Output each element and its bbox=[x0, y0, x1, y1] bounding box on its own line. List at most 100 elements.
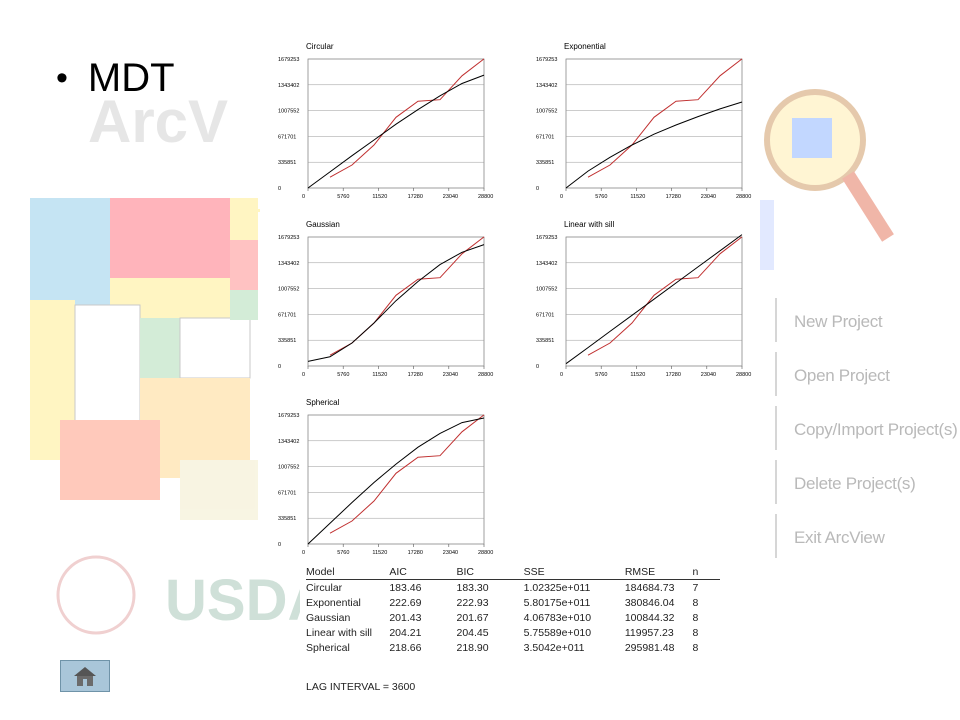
x-tick-label: 0 bbox=[560, 194, 563, 200]
table-cell: 4.06783e+010 bbox=[523, 611, 592, 624]
table-cell: 380846.04 bbox=[624, 596, 675, 609]
panel-linear-with-sill: Linear with sill 0 335851 671701 1007552 1343… bbox=[516, 212, 756, 387]
x-tick-label: 5760 bbox=[337, 550, 349, 556]
y-tick-label: 1679253 bbox=[278, 235, 299, 241]
y-tick-label: 1343402 bbox=[278, 83, 299, 89]
plot-frame bbox=[565, 236, 743, 367]
table-cell: 8 bbox=[692, 641, 699, 654]
x-tick-label: 0 bbox=[302, 550, 305, 556]
table-cell: 222.93 bbox=[456, 596, 489, 609]
seal-logo bbox=[56, 555, 136, 635]
y-tick-label: 0 bbox=[278, 364, 281, 370]
table-cell: 1.02325e+011 bbox=[523, 581, 591, 594]
bullet-point: • MDT bbox=[56, 56, 175, 101]
table-header-row: Model AIC BIC SSE RMSE n bbox=[306, 565, 720, 580]
x-tick-label: 5760 bbox=[337, 194, 349, 200]
y-tick-label: 335851 bbox=[278, 160, 296, 166]
table-cell: 7 bbox=[692, 581, 699, 594]
table-cell: 295981.48 bbox=[624, 641, 675, 654]
model-fit-line bbox=[565, 101, 743, 189]
x-tick-label: 23040 bbox=[701, 372, 716, 378]
empirical-semivariogram-line bbox=[329, 414, 485, 534]
panel-exponential: Exponential 0 335851 671701 1007552 1343402 16… bbox=[516, 34, 756, 209]
y-tick-label: 1343402 bbox=[536, 261, 557, 267]
table-cell: Spherical bbox=[306, 641, 350, 654]
variogram-chart: Spherical 0 335851 671701 1007552 1343402 1679… bbox=[278, 398, 493, 556]
menu-delete-project: Delete Project(s) bbox=[794, 474, 916, 493]
y-tick-label: 1007552 bbox=[278, 109, 299, 115]
bullet-dot-icon: • bbox=[56, 59, 68, 97]
chart-title: Circular bbox=[306, 42, 334, 51]
panel-circular: Circular 0 335851 671701 1007552 1343402 16792… bbox=[258, 34, 498, 209]
y-tick-label: 0 bbox=[536, 186, 539, 192]
chart-title: Exponential bbox=[564, 42, 606, 51]
table-cell: 218.66 bbox=[389, 641, 422, 654]
y-tick-label: 671701 bbox=[278, 312, 296, 318]
table-cell: 204.21 bbox=[389, 626, 422, 639]
y-tick-label: 1007552 bbox=[536, 109, 557, 115]
x-tick-label: 23040 bbox=[443, 372, 458, 378]
x-tick-label: 0 bbox=[560, 372, 563, 378]
x-tick-label: 5760 bbox=[595, 194, 607, 200]
x-tick-label: 11520 bbox=[630, 194, 645, 200]
x-tick-label: 17280 bbox=[408, 372, 423, 378]
table-cell: 184684.73 bbox=[624, 581, 675, 594]
model-fit-line bbox=[307, 74, 485, 189]
y-tick-label: 335851 bbox=[278, 516, 296, 522]
table-cell: 100844.32 bbox=[624, 611, 675, 624]
table-row: Linear with sill 204.21 204.45 5.75589e+010… bbox=[306, 625, 720, 640]
y-tick-label: 1343402 bbox=[278, 261, 299, 267]
empirical-semivariogram-line bbox=[587, 58, 743, 178]
column-header: Model bbox=[306, 565, 390, 580]
table-cell: Circular bbox=[306, 581, 343, 594]
y-tick-label: 1679253 bbox=[536, 235, 557, 241]
y-tick-label: 1679253 bbox=[278, 413, 299, 419]
menu-open-project: Open Project bbox=[794, 366, 890, 385]
y-tick-label: 1343402 bbox=[536, 83, 557, 89]
magnifier-graphic bbox=[764, 89, 894, 242]
column-header: SSE bbox=[523, 565, 625, 580]
y-tick-label: 671701 bbox=[536, 312, 554, 318]
home-button[interactable] bbox=[60, 660, 110, 692]
column-header: n bbox=[692, 565, 720, 580]
table-cell: 5.75589e+010 bbox=[523, 626, 592, 639]
table-cell: 183.30 bbox=[456, 581, 489, 594]
x-tick-label: 23040 bbox=[443, 550, 458, 556]
model-fit-line bbox=[565, 234, 743, 365]
y-tick-label: 335851 bbox=[536, 338, 554, 344]
x-tick-label: 11520 bbox=[630, 372, 645, 378]
chart-title: Gaussian bbox=[306, 220, 340, 229]
table-cell: 8 bbox=[692, 626, 699, 639]
menu-separator bbox=[775, 406, 777, 450]
empirical-semivariogram-line bbox=[329, 236, 485, 356]
menu-separator bbox=[775, 514, 777, 558]
table-row: Spherical 218.66 218.90 3.5042e+011 295981.4… bbox=[306, 640, 720, 655]
menu-separator bbox=[775, 352, 777, 396]
table-cell: 3.5042e+011 bbox=[523, 641, 585, 654]
panel-spherical: Spherical 0 335851 671701 1007552 1343402 1679… bbox=[258, 390, 498, 565]
variogram-chart: Exponential 0 335851 671701 1007552 1343402 16… bbox=[536, 42, 751, 200]
x-tick-label: 28800 bbox=[478, 372, 493, 378]
x-tick-label: 23040 bbox=[701, 194, 716, 200]
x-tick-label: 11520 bbox=[372, 550, 387, 556]
menu-copy-import-project: Copy/Import Project(s) bbox=[794, 420, 958, 439]
x-tick-label: 17280 bbox=[408, 550, 423, 556]
chart-title: Spherical bbox=[306, 398, 340, 407]
y-tick-label: 671701 bbox=[278, 490, 296, 496]
y-tick-label: 0 bbox=[278, 186, 281, 192]
x-tick-label: 0 bbox=[302, 194, 305, 200]
lag-interval-note: LAG INTERVAL = 3600 bbox=[306, 681, 416, 693]
y-tick-label: 335851 bbox=[278, 338, 296, 344]
column-header: BIC bbox=[456, 565, 524, 580]
bullet-text: MDT bbox=[87, 56, 175, 100]
variogram-chart: Gaussian 0 335851 671701 1007552 1343402 16792… bbox=[278, 220, 493, 378]
table-cell: 204.45 bbox=[456, 626, 489, 639]
y-tick-label: 671701 bbox=[536, 134, 554, 140]
variogram-chart: Linear with sill 0 335851 671701 1007552 1343… bbox=[536, 220, 751, 378]
table-cell: 201.43 bbox=[389, 611, 422, 624]
y-tick-label: 1343402 bbox=[278, 439, 299, 445]
menu-exit-arcview: Exit ArcView bbox=[794, 528, 885, 547]
y-tick-label: 335851 bbox=[536, 160, 554, 166]
empirical-semivariogram-line bbox=[587, 236, 743, 356]
background-title: ArcV bbox=[88, 88, 228, 155]
